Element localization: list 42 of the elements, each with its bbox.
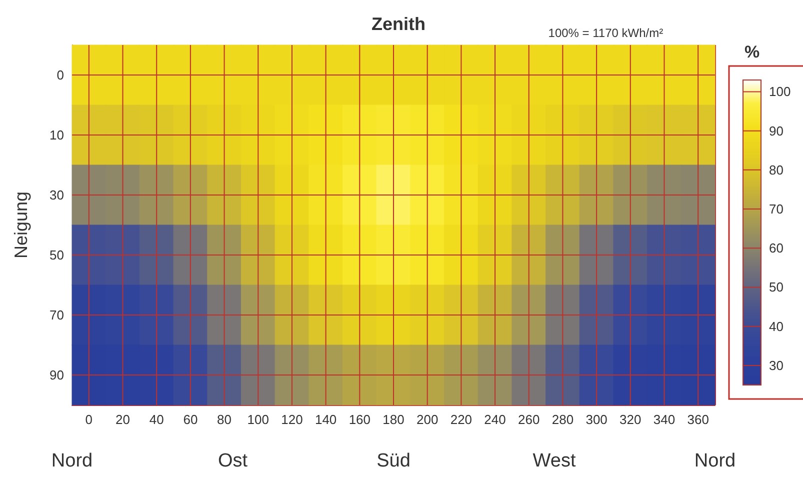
y-tick-label: 50 xyxy=(50,248,64,262)
x-tick-label: 300 xyxy=(586,412,608,427)
color-bar-label: 80 xyxy=(769,162,784,178)
x-tick-label: 20 xyxy=(116,412,130,427)
x-tick-label: 80 xyxy=(217,412,232,427)
text: Nord xyxy=(51,450,93,472)
x-tick-label: 60 xyxy=(183,412,198,427)
text: West xyxy=(532,450,576,472)
text: Süd xyxy=(376,450,410,472)
chart-subtitle: 100% = 1170 kWh/m² xyxy=(548,26,664,40)
x-tick-label: 100 xyxy=(247,412,269,427)
color-bar-label: 40 xyxy=(769,318,784,334)
color-bar-label: 60 xyxy=(769,240,784,256)
x-tick-label: 140 xyxy=(314,412,337,427)
x-tick-label: 180 xyxy=(382,412,404,427)
color-bar-title: % xyxy=(744,42,760,62)
x-tick-label: 260 xyxy=(518,412,540,427)
y-tick-label: 10 xyxy=(50,128,64,142)
x-tick-label: 120 xyxy=(281,412,303,427)
y-tick-label: 70 xyxy=(50,308,64,322)
y-tick-label: 90 xyxy=(50,368,64,382)
x-tick-label: 320 xyxy=(620,412,642,427)
y-tick-label: 30 xyxy=(50,188,64,202)
x-tick-label: 280 xyxy=(552,412,574,427)
color-bar-label: 70 xyxy=(769,202,784,217)
color-bar-label: 90 xyxy=(769,123,784,138)
color-bar-label: 50 xyxy=(769,280,784,295)
x-tick-label: 0 xyxy=(85,412,93,427)
color-bar-label: 30 xyxy=(769,358,784,373)
text: Ost xyxy=(218,450,248,472)
x-tick-label: 340 xyxy=(653,412,676,427)
x-tick-label: 360 xyxy=(687,412,709,427)
x-tick-label: 200 xyxy=(416,412,438,427)
text: Nord xyxy=(694,450,736,472)
y-axis-title: Neigung xyxy=(11,191,31,259)
x-tick-label: 160 xyxy=(348,412,371,427)
color-bar-label: 100 xyxy=(769,84,791,100)
x-tick-label: 240 xyxy=(484,412,506,427)
x-tick-label: 40 xyxy=(149,412,164,427)
chart-title: Zenith xyxy=(372,14,426,34)
y-tick-label: 0 xyxy=(56,68,64,82)
x-tick-label: 220 xyxy=(450,412,472,427)
